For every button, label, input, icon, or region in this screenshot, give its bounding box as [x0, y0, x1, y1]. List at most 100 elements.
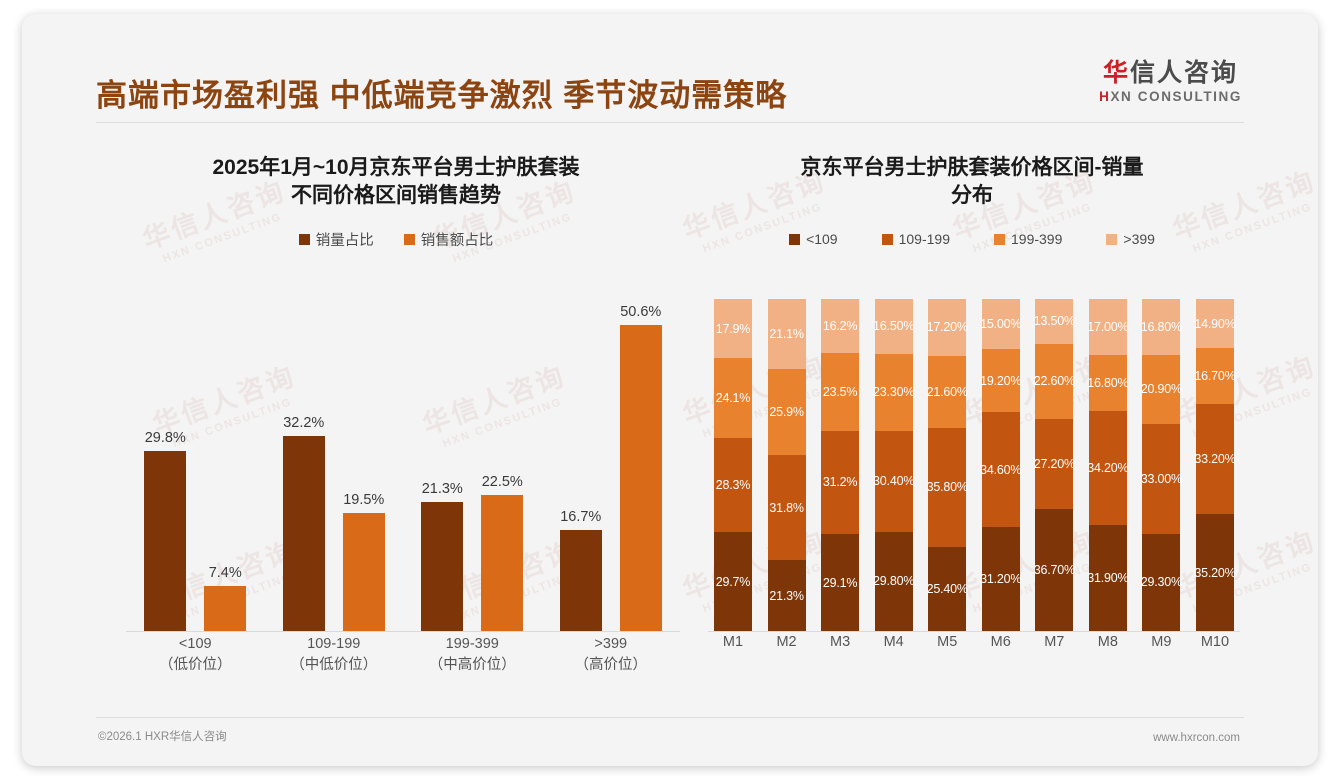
bar-销售额占比-<109[interactable]: 7.4% — [204, 292, 247, 631]
x-tick-M9: M9 — [1151, 634, 1172, 650]
stack-segment->399-M8: 17.00% — [1087, 298, 1129, 356]
x-axis-line-left — [126, 631, 680, 632]
page-title: 高端市场盈利强 中低端竞争激烈 季节波动需策略 — [96, 78, 788, 113]
legend-item-199-399[interactable]: 199-399 — [994, 231, 1062, 247]
bar-value-label: 7.4% — [208, 565, 242, 582]
stack-segment-label: 34.20% — [1087, 460, 1129, 475]
bar-rect — [421, 502, 464, 631]
bar-销售额占比-109-199[interactable]: 19.5% — [342, 292, 385, 631]
x-tick-M3: M3 — [830, 634, 851, 650]
stacked-bar-M1[interactable]: 17.9% 24.1% 28.3% 29.7% — [714, 298, 752, 631]
bar-value-label: 32.2% — [283, 415, 325, 432]
chart-title-left-line1: 2025年1月~10月京东平台男士护肤套装 — [212, 156, 580, 179]
stacked-bar-M2[interactable]: 21.1% 25.9% 31.8% 21.3% — [767, 298, 806, 631]
slide-canvas: 高端市场盈利强 中低端竞争激烈 季节波动需策略 华信人咨询 HXN CONSUL… — [22, 14, 1318, 766]
stack-segment-label: 33.20% — [1194, 451, 1236, 466]
legend-item-<109[interactable]: <109 — [789, 231, 838, 247]
bar-销售额占比-199-399[interactable]: 22.5% — [481, 292, 524, 631]
bar-group-109-199: 32.2% 19.5% — [282, 292, 385, 631]
legend-item-销量占比[interactable]: 销量占比 — [298, 229, 374, 250]
stack-segment-label: 24.1% — [715, 391, 751, 406]
stack-segment-109-199-M7: 27.20% — [1034, 418, 1075, 510]
logo-english-text: HXN CONSULTING — [1099, 89, 1242, 104]
stack-segment-<109-M9: 29.30% — [1140, 533, 1182, 631]
chart-title-right: 京东平台男士护肤套装价格区间-销量 分布 — [698, 154, 1246, 209]
x-tick-M10: M10 — [1200, 634, 1230, 650]
stack-segment-109-199-M9: 33.00% — [1140, 424, 1182, 534]
x-tick-109-199: 109-199 （中低价位） — [274, 634, 394, 676]
chart-panel-volume-distribution: 京东平台男士护肤套装价格区间-销量 分布 <109 109-199 199-399 >… — [698, 132, 1246, 712]
stacked-bar-M6[interactable]: 15.00% 19.20% 34.60% 31.20% — [980, 298, 1022, 631]
legend-swatch-icon — [403, 234, 415, 246]
stack-segment-199-399-M8: 16.80% — [1087, 355, 1129, 412]
stack-segment-label: 21.3% — [769, 588, 804, 603]
stack-segment-199-399-M4: 23.30% — [873, 353, 915, 431]
stack-segment-label: 23.30% — [873, 385, 915, 400]
stack-segment-label: 17.00% — [1087, 320, 1129, 335]
stack-segment-label: 17.20% — [926, 320, 968, 335]
stack-segment-label: 14.90% — [1194, 316, 1236, 331]
stack-segment-109-199-M2: 31.8% — [767, 454, 806, 561]
bar-rect — [282, 436, 325, 631]
x-tick-sublabel: （中高价位） — [428, 657, 516, 674]
stack-segment-label: 21.60% — [926, 384, 968, 399]
stack-segment-label: 25.40% — [926, 581, 968, 596]
stack-segment-label: 35.20% — [1194, 565, 1236, 580]
bar-group-<109: 29.8% 7.4% — [144, 292, 247, 631]
stack-segment-199-399-M2: 25.9% — [767, 368, 806, 455]
stack-segment-199-399-M1: 24.1% — [714, 358, 752, 439]
stack-segment-label: 16.80% — [1087, 376, 1129, 391]
chart-legend-left: 销量占比 销售额占比 — [96, 229, 696, 250]
grouped-bar-plot-area: 29.8% 7.4% 32.2% 19.5% 21.3% 22.5% 16.7% 50.6% — [126, 292, 680, 632]
bar-value-label: 19.5% — [343, 491, 385, 508]
stacked-bar-M10[interactable]: 14.90% 16.70% 33.20% 35.20% — [1194, 298, 1236, 631]
stack-segment-label: 35.80% — [926, 480, 968, 495]
x-tick-label: 199-399 — [445, 636, 499, 652]
bar-销量占比-109-199[interactable]: 32.2% — [282, 292, 325, 631]
stack-segment-label: 16.2% — [822, 318, 858, 333]
stacked-bar-M3[interactable]: 16.2% 23.5% 31.2% 29.1% — [821, 298, 860, 631]
legend-label: <109 — [806, 231, 838, 248]
stack-segment-label: 19.20% — [980, 373, 1022, 388]
stack-segment->399-M1: 17.9% — [714, 298, 752, 359]
stack-segment-label: 29.1% — [822, 575, 858, 590]
stack-segment->399-M7: 13.50% — [1034, 298, 1075, 344]
stack-segment-<109-M10: 35.20% — [1194, 514, 1236, 631]
bar-value-label: 50.6% — [620, 303, 662, 320]
footer-website[interactable]: www.hxrcon.com — [1153, 732, 1240, 744]
bar-销售额占比->399[interactable]: 50.6% — [619, 292, 662, 631]
bar-销量占比-199-399[interactable]: 21.3% — [421, 292, 464, 631]
slide-header: 高端市场盈利强 中低端竞争激烈 季节波动需策略 华信人咨询 HXN CONSUL… — [22, 14, 1318, 123]
footer-copyright: ©2026.1 HXR华信人咨询 — [98, 731, 227, 743]
legend-label: 109-199 — [898, 231, 950, 248]
legend-item-销售额占比[interactable]: 销售额占比 — [403, 229, 493, 250]
stack-segment-199-399-M10: 16.70% — [1194, 348, 1236, 404]
stacked-bar-M9[interactable]: 16.80% 20.90% 33.00% 29.30% — [1140, 298, 1182, 631]
stack-segment->399-M2: 21.1% — [767, 298, 806, 369]
bar-销量占比->399[interactable]: 16.7% — [559, 292, 602, 631]
x-axis-categories-left: <109 （低价位） 109-199 （中低价位） 199-399 （中高价位） >399 （… — [126, 634, 680, 676]
stacked-bar-M5[interactable]: 17.20% 21.60% 35.80% 25.40% — [926, 298, 968, 631]
stack-segment-label: 29.80% — [873, 574, 915, 589]
stack-segment-label: 36.70% — [1033, 563, 1075, 578]
bar-value-label: 29.8% — [144, 429, 186, 446]
stacked-bar-M8[interactable]: 17.00% 16.80% 34.20% 31.90% — [1087, 298, 1129, 631]
legend-label: >399 — [1123, 231, 1155, 248]
legend-item->399[interactable]: >399 — [1106, 231, 1155, 247]
stack-segment-109-199-M1: 28.3% — [714, 438, 752, 533]
chart-title-left-line2: 不同价格区间销售趋势 — [291, 183, 501, 207]
bar-销量占比-<109[interactable]: 29.8% — [144, 292, 187, 631]
stack-segment-label: 25.9% — [769, 404, 804, 419]
stacked-bar-M4[interactable]: 16.50% 23.30% 30.40% 29.80% — [873, 298, 915, 631]
x-tick-label: 109-199 — [307, 636, 361, 652]
stack-segment-label: 31.90% — [1087, 570, 1129, 585]
stack-segment-label: 33.00% — [1140, 471, 1182, 486]
x-axis-categories-right: M1 M2 M3 M4 M5 M6 M7 M8 M9 M10 — [708, 634, 1240, 650]
stacked-bar-M7[interactable]: 13.50% 22.60% 27.20% 36.70% — [1033, 298, 1075, 631]
stack-segment-label: 29.30% — [1140, 575, 1182, 590]
x-tick-M5: M5 — [937, 634, 958, 650]
stack-segment-<109-M3: 29.1% — [821, 534, 860, 631]
x-tick-M4: M4 — [883, 634, 904, 650]
legend-item-109-199[interactable]: 109-199 — [881, 231, 950, 248]
bar-value-label: 16.7% — [560, 508, 602, 525]
